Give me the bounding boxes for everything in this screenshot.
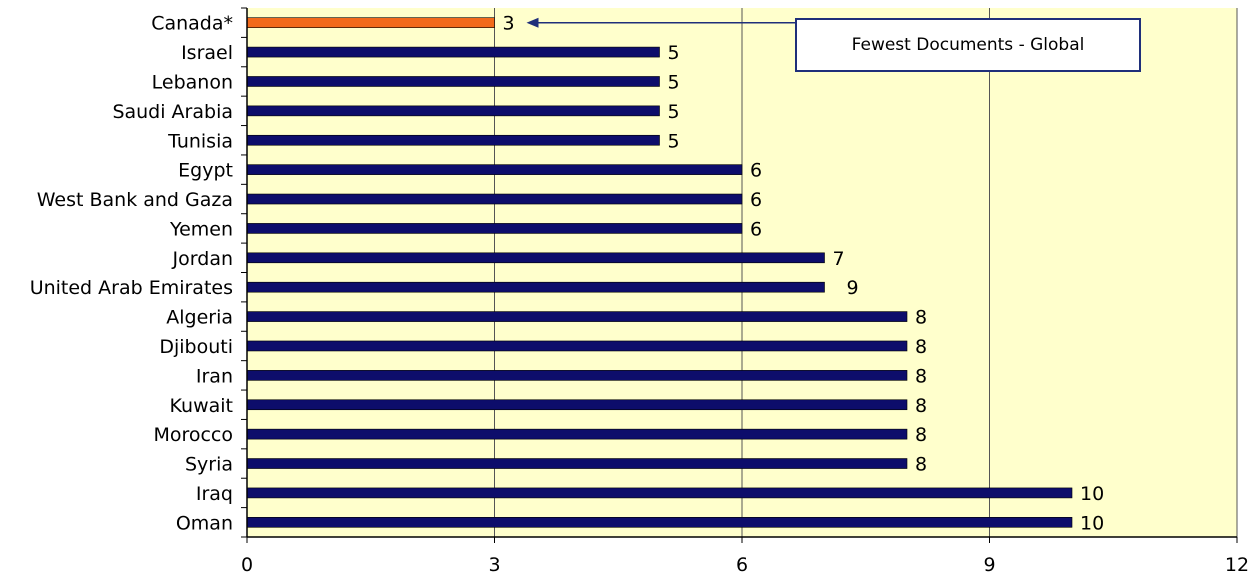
arrow-head bbox=[526, 17, 539, 28]
bar bbox=[246, 399, 908, 411]
data-label: 10 bbox=[1080, 483, 1104, 505]
category-label: Iraq bbox=[196, 483, 233, 505]
data-label: 8 bbox=[915, 395, 927, 417]
bar bbox=[246, 311, 908, 322]
bar bbox=[246, 281, 825, 293]
category-label: Canada* bbox=[151, 13, 233, 35]
data-label: 8 bbox=[915, 454, 927, 476]
category-label: Jordan bbox=[172, 248, 233, 270]
x-tick-label: 3 bbox=[488, 554, 500, 576]
callout-box: Fewest Documents - Global bbox=[795, 18, 1141, 72]
data-label: 5 bbox=[668, 42, 680, 64]
data-label: 5 bbox=[668, 71, 680, 93]
bar bbox=[246, 340, 908, 352]
data-label: 6 bbox=[750, 218, 762, 240]
category-labels: Canada* Israel Lebanon Saudi Arabia Tunisia E… bbox=[30, 13, 233, 535]
data-label: 5 bbox=[668, 101, 680, 123]
data-label: 7 bbox=[833, 248, 845, 270]
data-label: 8 bbox=[915, 424, 927, 446]
data-label: 10 bbox=[1080, 512, 1104, 534]
x-tick-labels: 0 3 6 9 12 bbox=[241, 554, 1249, 576]
category-label: Tunisia bbox=[167, 130, 233, 152]
data-label: 8 bbox=[915, 336, 927, 358]
category-label: Morocco bbox=[153, 424, 233, 446]
bar bbox=[246, 105, 660, 117]
data-label: 8 bbox=[915, 365, 927, 387]
bar bbox=[246, 76, 660, 87]
category-label: Saudi Arabia bbox=[112, 101, 233, 123]
bar bbox=[246, 458, 908, 469]
category-label: Iran bbox=[196, 365, 233, 387]
bar bbox=[246, 428, 908, 440]
category-label: Israel bbox=[181, 42, 233, 64]
bar bbox=[246, 517, 1073, 528]
data-label: 6 bbox=[750, 160, 762, 182]
category-label: Djibouti bbox=[159, 336, 233, 358]
data-label: 6 bbox=[750, 189, 762, 211]
category-label: Algeria bbox=[166, 307, 233, 329]
bar bbox=[246, 134, 660, 146]
category-label: Syria bbox=[185, 454, 233, 476]
data-label: 3 bbox=[503, 13, 515, 35]
bar bbox=[246, 223, 743, 234]
category-label: West Bank and Gaza bbox=[37, 189, 233, 211]
bar bbox=[246, 370, 908, 381]
bar bbox=[246, 487, 1073, 499]
category-label: United Arab Emirates bbox=[30, 277, 233, 299]
bar bbox=[246, 252, 825, 264]
data-labels: 3 5 5 5 5 6 6 6 79 8 8 8 8 8 8 10 10 bbox=[503, 13, 1105, 535]
data-label: 8 bbox=[915, 307, 927, 329]
x-tick-label: 6 bbox=[736, 554, 748, 576]
data-label: 9 bbox=[847, 277, 859, 299]
data-label: 5 bbox=[668, 130, 680, 152]
bar bbox=[246, 164, 743, 175]
category-label: Lebanon bbox=[152, 71, 233, 93]
bar bbox=[246, 46, 660, 58]
gridlines bbox=[494, 8, 1238, 537]
x-tick-label: 0 bbox=[241, 554, 253, 576]
x-tick-label: 12 bbox=[1225, 554, 1249, 576]
axes bbox=[241, 7, 1238, 543]
category-label: Egypt bbox=[178, 160, 233, 182]
category-label: Yemen bbox=[169, 218, 233, 240]
bar bbox=[246, 193, 743, 205]
category-label: Kuwait bbox=[170, 395, 233, 417]
bar bbox=[246, 17, 495, 28]
category-label: Oman bbox=[176, 512, 233, 534]
x-tick-label: 9 bbox=[983, 554, 995, 576]
